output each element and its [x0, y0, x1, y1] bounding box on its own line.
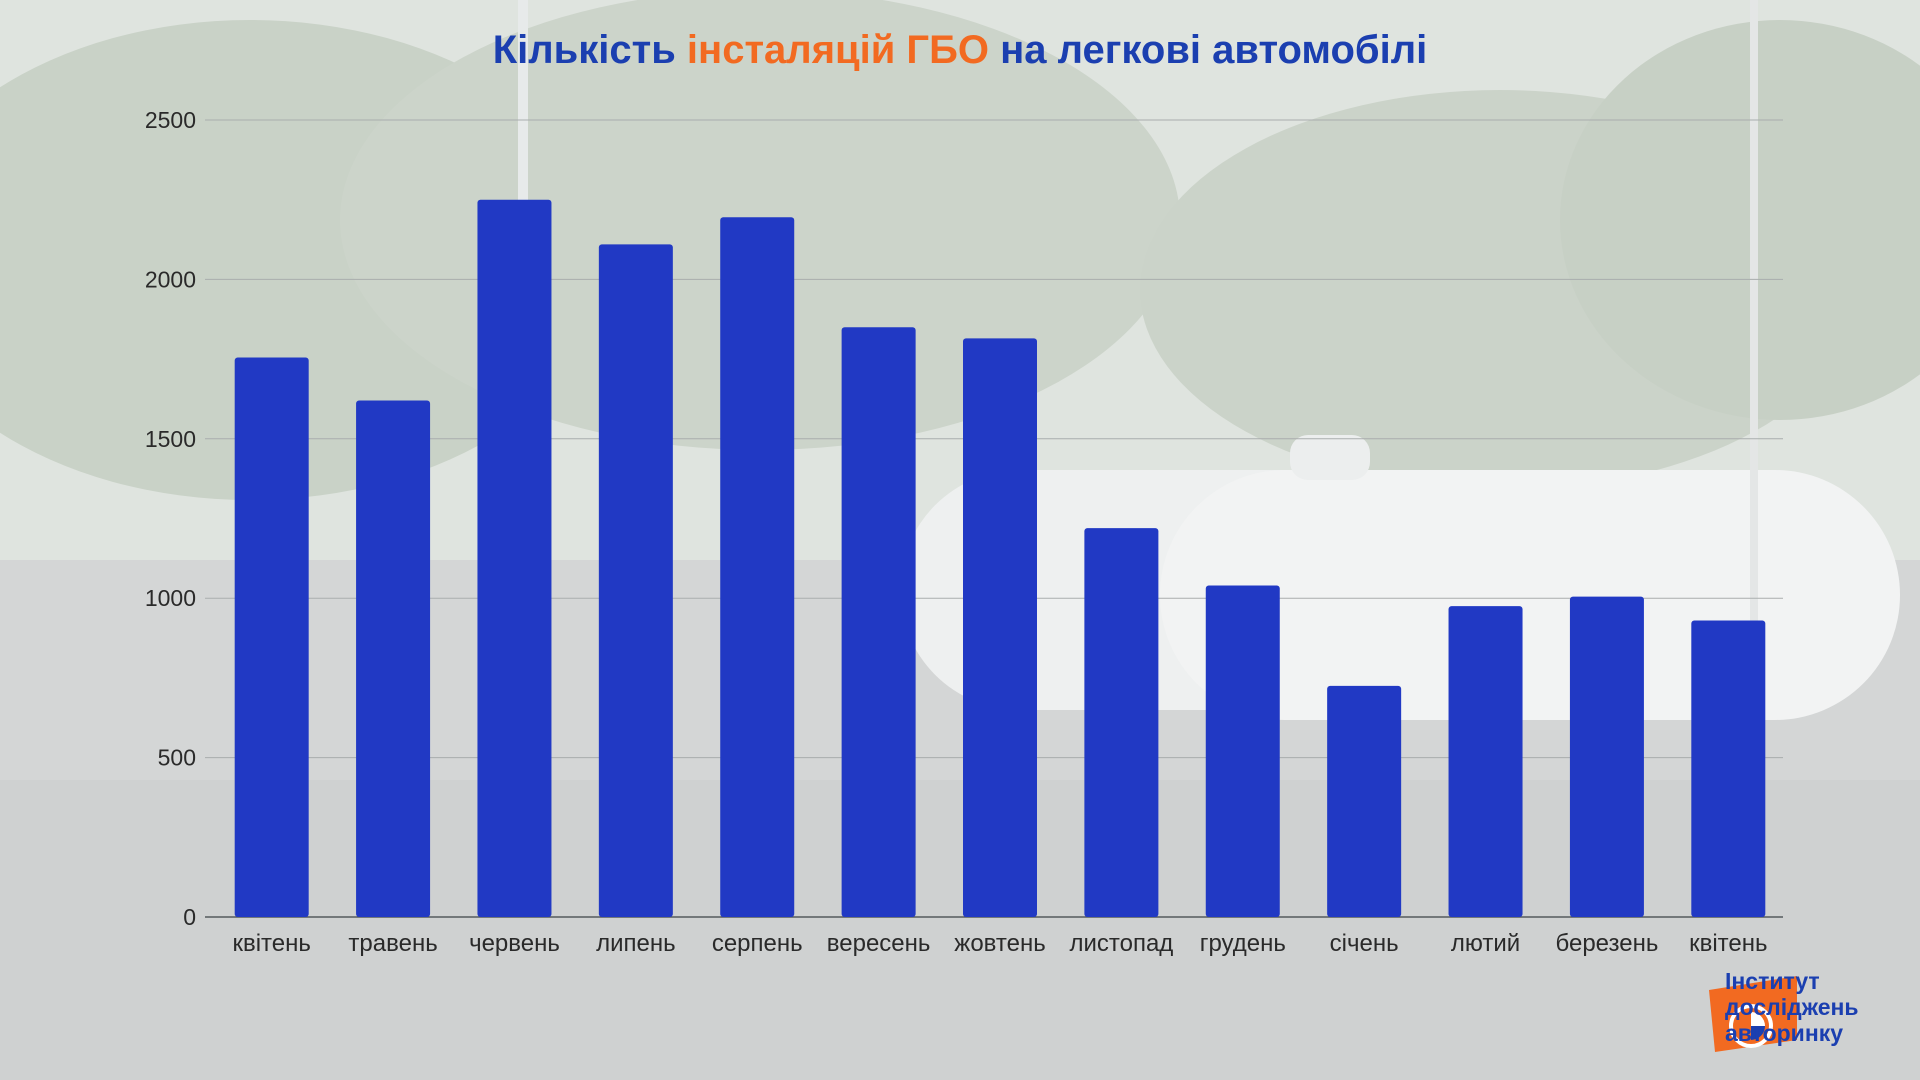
bar [356, 400, 431, 917]
logo-line-3: авторинку [1725, 1020, 1844, 1046]
x-tick-label: вересень [827, 930, 931, 957]
bar [598, 244, 673, 917]
logo-line-2: досліджень [1725, 994, 1859, 1020]
bar [720, 217, 795, 917]
bar [477, 199, 552, 917]
x-tick-label: квітень [232, 930, 310, 957]
bar [1327, 685, 1402, 917]
logo-line-1: Інститут [1725, 968, 1820, 994]
bar [1205, 585, 1280, 917]
bars [234, 199, 1766, 918]
bar [1084, 528, 1159, 917]
bar [1448, 606, 1523, 917]
bar [841, 327, 916, 918]
y-tick-label: 2500 [145, 107, 196, 133]
x-axis-ticks: квітень травень червень липень серпень вересе… [232, 930, 1767, 957]
x-tick-label: червень [469, 930, 560, 957]
x-tick-label: січень [1330, 930, 1399, 957]
chart-title-highlight: інсталяцій ГБО [686, 28, 989, 72]
y-tick-label: 500 [158, 745, 196, 771]
x-tick-label: грудень [1200, 930, 1286, 957]
logo [1709, 976, 1797, 1052]
x-tick-label: жовтень [954, 930, 1045, 957]
x-tick-label: листопад [1069, 930, 1173, 957]
bar [234, 357, 309, 918]
y-tick-label: 1500 [145, 426, 196, 452]
chart-title: Кількість інсталяцій ГБО на легкові авто… [492, 28, 1428, 72]
x-tick-label: лютий [1451, 930, 1520, 957]
y-tick-label: 2000 [145, 266, 196, 292]
y-tick-label: 1000 [145, 585, 196, 611]
logo-text: Інститут досліджень авторинку [1725, 968, 1915, 1046]
x-tick-label: липень [596, 930, 676, 957]
x-tick-label: серпень [712, 930, 803, 957]
x-tick-label: травень [348, 930, 437, 957]
y-axis-ticks: 0 500 1000 1500 2000 2500 [145, 107, 196, 930]
x-tick-label: березень [1556, 930, 1659, 957]
bar [1691, 620, 1766, 917]
bar [963, 338, 1037, 917]
bar [1569, 596, 1644, 917]
y-tick-label: 0 [183, 904, 196, 930]
x-tick-label: квітень [1689, 930, 1767, 957]
